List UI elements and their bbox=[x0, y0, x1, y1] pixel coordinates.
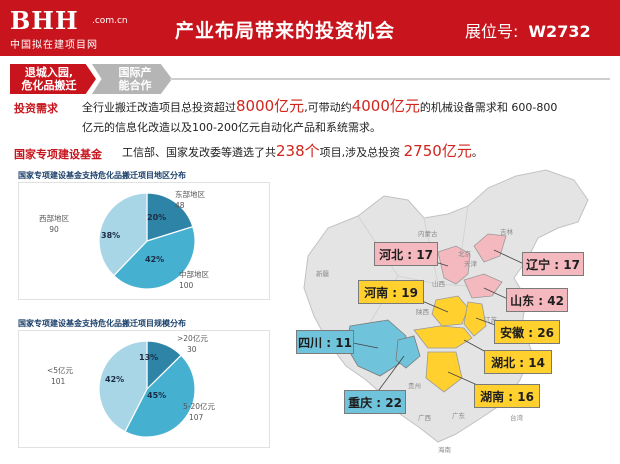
slice-label-large: >20亿元 30 bbox=[177, 334, 208, 354]
logo-wordmark: BHH bbox=[10, 6, 79, 35]
booth-info: 展位号: W2732 bbox=[465, 18, 591, 42]
slice-label-large-pct: 13% bbox=[139, 353, 159, 362]
fund-text: 工信部、国家发改委等遴选了共238个项目,涉及总投资 2750亿元。 bbox=[122, 142, 483, 160]
callout-hunan: 湖南 : 16 bbox=[474, 384, 540, 408]
province-chongqing bbox=[395, 335, 421, 369]
header-bar: BHH .com.cn 中国拟在建项目网 产业布局带来的投资机会 展位号: W27… bbox=[0, 0, 620, 56]
province-hebei bbox=[437, 245, 471, 285]
callout-hubei: 湖北 : 14 bbox=[484, 350, 552, 374]
chart-region: 20% 42% 38% 东部地区 48 中部地区 100 西部地区 90 bbox=[18, 182, 270, 300]
china-map: 新疆 内蒙古 北京 天津 吉林 山西 宁夏 陕西 江苏 上海 贵州 广西 广东 … bbox=[288, 166, 618, 462]
map-label-hainan: 海南 bbox=[438, 446, 451, 454]
map-label-shaanxi: 陕西 bbox=[416, 308, 429, 316]
booth-number: W2732 bbox=[528, 22, 591, 41]
slice-label-east: 东部地区 48 bbox=[175, 190, 205, 210]
page-title: 产业布局带来的投资机会 bbox=[175, 20, 396, 42]
pie-slice-medium bbox=[124, 354, 196, 438]
callout-shandong: 山东 : 42 bbox=[506, 288, 568, 312]
callout-sichuan: 四川 : 11 bbox=[296, 330, 354, 354]
map-label-beijing: 北京 bbox=[458, 250, 471, 258]
province-hunan bbox=[425, 351, 463, 393]
callout-henan: 河南 : 19 bbox=[358, 280, 424, 304]
fund-label: 国家专项建设基金 bbox=[14, 148, 102, 161]
pie-slice-east bbox=[146, 192, 194, 242]
investment-line-2: 亿元的信息化改造以及100-200亿元自动化产品和系统需求。 bbox=[82, 121, 381, 134]
map-label-taiwan: 台湾 bbox=[510, 414, 523, 422]
map-label-shanxi: 山西 bbox=[432, 280, 445, 288]
map-label-guizhou: 贵州 bbox=[408, 382, 421, 390]
province-hubei bbox=[413, 325, 473, 349]
callout-liaoning: 辽宁 : 17 bbox=[522, 252, 584, 276]
tab-relocation-label: 退城入园, 危化品搬迁 bbox=[21, 66, 77, 92]
province-liaoning bbox=[473, 233, 507, 263]
slice-label-west-pct: 38% bbox=[101, 231, 121, 240]
callout-chongqing: 重庆 : 22 bbox=[344, 390, 406, 414]
map-label-guangdong: 广东 bbox=[452, 412, 465, 420]
map-label-inner-mongolia: 内蒙古 bbox=[418, 230, 438, 238]
callout-anhui: 安徽 : 26 bbox=[494, 320, 560, 344]
tab-relocation[interactable]: 退城入园, 危化品搬迁 bbox=[10, 64, 96, 94]
chart-scale-title: 国家专项建设基金支持危化品搬迁项目规模分布 bbox=[18, 319, 186, 328]
slice-label-medium-pct: 45% bbox=[147, 391, 167, 400]
logo-domain: .com.cn bbox=[92, 16, 128, 26]
tab-international-cooperation[interactable]: 国际产 能合作 bbox=[92, 64, 172, 94]
chart-scale: 13% 45% 42% >20亿元 30 5-20亿元 107 <5亿元 101 bbox=[18, 330, 270, 448]
chart-scale-pie bbox=[98, 340, 196, 438]
map-label-tianjin: 天津 bbox=[464, 260, 477, 268]
slice-label-medium: 5-20亿元 107 bbox=[183, 402, 216, 422]
pie-slice-small bbox=[98, 340, 148, 433]
tab-divider bbox=[170, 78, 610, 80]
logo-subtitle: 中国拟在建项目网 bbox=[10, 40, 98, 51]
tab-international-label: 国际产 能合作 bbox=[118, 66, 152, 92]
map-label-xinjiang: 新疆 bbox=[316, 270, 329, 278]
province-henan bbox=[431, 295, 469, 327]
logo[interactable]: BHH .com.cn 中国拟在建项目网 bbox=[10, 6, 132, 51]
slice-label-east-pct: 20% bbox=[147, 213, 167, 222]
slice-label-small: <5亿元 101 bbox=[47, 366, 74, 386]
investment-line-1: 全行业搬迁改造项目总投资超过8000亿元,可带动约4000亿元的机械设备需求和 … bbox=[82, 97, 558, 115]
slice-label-central-pct: 42% bbox=[145, 255, 165, 264]
slice-label-west: 西部地区 90 bbox=[39, 214, 69, 234]
map-label-jiangsu: 江苏 bbox=[484, 316, 497, 324]
chart-region-pie bbox=[98, 192, 196, 290]
booth-label: 展位号: bbox=[465, 22, 519, 41]
pie-slice-central bbox=[112, 225, 196, 290]
chart-region-title: 国家专项建设基金支持危化品搬迁项目地区分布 bbox=[18, 171, 186, 180]
slice-label-small-pct: 42% bbox=[105, 375, 125, 384]
pie-slice-west bbox=[98, 192, 148, 277]
province-anhui bbox=[463, 301, 487, 337]
investment-label: 投资需求 bbox=[14, 102, 58, 115]
map-label-guangxi: 广西 bbox=[418, 414, 431, 422]
china-map-svg bbox=[303, 169, 589, 443]
slice-label-central: 中部地区 100 bbox=[179, 270, 209, 290]
map-label-jilin: 吉林 bbox=[500, 228, 513, 236]
callout-hebei: 河北 : 17 bbox=[374, 242, 438, 266]
